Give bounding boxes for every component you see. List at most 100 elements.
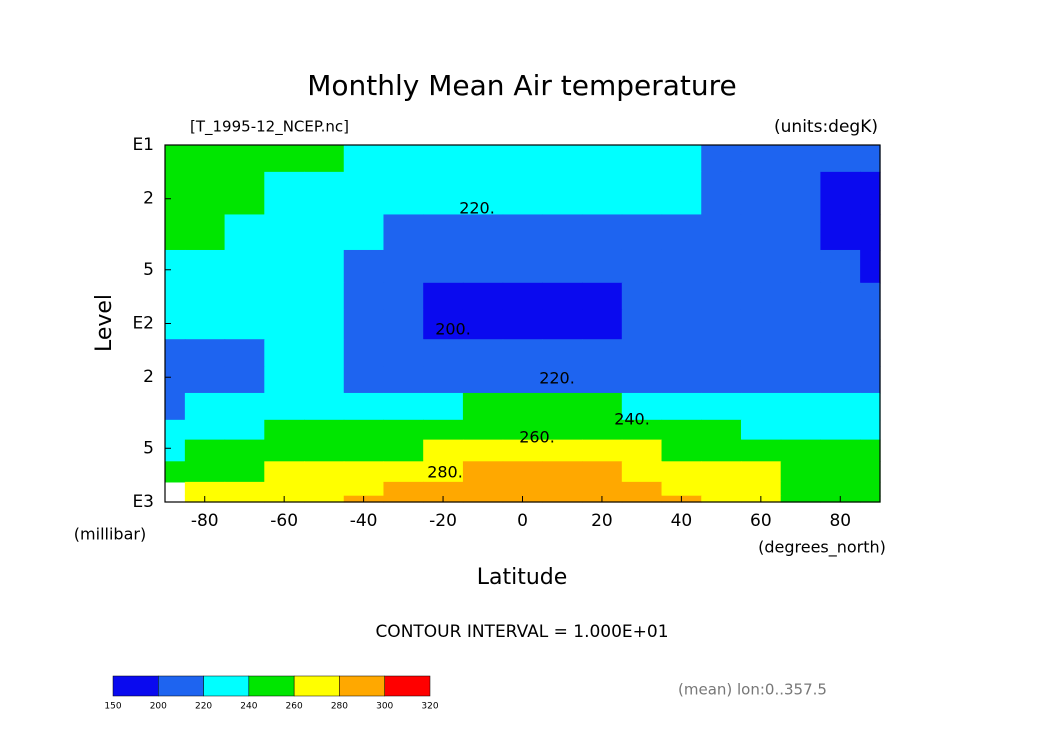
contour-cell <box>462 392 504 421</box>
contour-cell <box>780 282 822 311</box>
contour-cell <box>542 339 583 367</box>
contour-cell <box>502 214 543 251</box>
contour-cell <box>542 249 583 284</box>
contour-cell <box>423 419 464 441</box>
contour-cell <box>701 249 742 284</box>
contour-cell <box>462 214 504 251</box>
contour-cell <box>661 481 702 497</box>
contour-cell <box>780 339 822 367</box>
contour-cell <box>184 366 226 394</box>
contour-cell <box>423 481 464 497</box>
x-tick-label: 60 <box>750 511 772 531</box>
colorbar-box <box>248 675 295 697</box>
contour-cell <box>740 171 782 216</box>
contour-cell <box>343 439 385 462</box>
contour-cell <box>860 392 881 421</box>
contour-cell <box>224 282 265 311</box>
colorbar-box <box>158 675 204 697</box>
contour-cell <box>462 145 504 173</box>
colorbar-box <box>339 675 385 697</box>
x-tick-label: -80 <box>191 511 219 531</box>
contour-cell <box>780 366 822 394</box>
contour-cell <box>542 461 583 483</box>
contour-cell <box>165 309 186 340</box>
contour-cell <box>860 214 881 251</box>
y-tick-label: E3 <box>132 492 154 512</box>
contour-cell <box>304 366 345 394</box>
contour-cell <box>343 481 385 497</box>
contour-cell <box>423 171 464 216</box>
contour-cell <box>502 366 543 394</box>
contour-cell <box>780 392 822 421</box>
contour-cell <box>582 366 623 394</box>
contour-label: 220. <box>539 369 575 388</box>
contour-cell <box>621 339 663 367</box>
contour-cell <box>383 249 424 284</box>
contour-cell <box>701 439 742 462</box>
contour-cell <box>542 392 583 421</box>
contour-cell <box>661 366 702 394</box>
contour-cell <box>780 309 822 340</box>
contour-cell <box>582 439 623 462</box>
contour-cell <box>224 481 265 497</box>
contour-cell <box>582 461 623 483</box>
contour-cell <box>661 214 702 251</box>
contour-cell <box>462 249 504 284</box>
contour-field <box>165 145 881 503</box>
contour-cell <box>184 392 226 421</box>
contour-cell <box>780 495 822 503</box>
contour-cell <box>740 309 782 340</box>
contour-cell <box>165 282 186 311</box>
contour-cell <box>343 145 385 173</box>
contour-cell <box>462 481 504 497</box>
contour-cell <box>423 145 464 173</box>
contour-cell <box>165 419 186 441</box>
contour-cell <box>165 366 186 394</box>
contour-cell <box>502 145 543 173</box>
chart-title: Monthly Mean Air temperature <box>307 69 737 102</box>
contour-cell <box>542 495 583 503</box>
contour-cell <box>383 282 424 311</box>
contour-cell <box>780 461 822 483</box>
contour-cell <box>224 309 265 340</box>
footer: CONTOUR INTERVAL = 1.000E+01 <box>375 622 668 642</box>
contour-cell <box>701 282 742 311</box>
contour-label: 260. <box>519 428 555 447</box>
contour-cell <box>264 249 305 284</box>
contour-cell <box>304 339 345 367</box>
contour-cell <box>661 461 702 483</box>
contour-cell <box>423 392 464 421</box>
contour-cell <box>184 481 226 497</box>
contour-cell <box>860 145 881 173</box>
contour-cell <box>740 214 782 251</box>
contour-cell <box>542 419 583 441</box>
x-tick-label: -20 <box>429 511 457 531</box>
contour-cell <box>860 481 881 497</box>
contour-cell <box>542 214 583 251</box>
contour-cell <box>780 145 822 173</box>
contour-cell <box>621 481 663 497</box>
contour-cell <box>860 419 881 441</box>
contour-cell <box>383 439 424 462</box>
contour-cell <box>701 495 742 503</box>
contour-cell <box>502 481 543 497</box>
contour-cell <box>701 214 742 251</box>
contour-cell <box>224 171 265 216</box>
contour-cell <box>502 282 543 311</box>
contour-cell <box>621 439 663 462</box>
contour-cell <box>582 392 623 421</box>
colorbar-box <box>203 675 250 697</box>
contour-cell <box>343 171 385 216</box>
colorbar-box <box>293 675 340 697</box>
contour-cell <box>820 171 861 216</box>
contour-cell <box>304 495 345 503</box>
contour-cell <box>224 339 265 367</box>
contour-cell <box>740 439 782 462</box>
contour-cell <box>701 171 742 216</box>
contour-cell <box>462 339 504 367</box>
contour-cell <box>860 461 881 483</box>
contour-cell <box>383 481 424 497</box>
contour-cell <box>184 214 226 251</box>
contour-cell <box>621 461 663 483</box>
x-tick-label: -60 <box>270 511 298 531</box>
